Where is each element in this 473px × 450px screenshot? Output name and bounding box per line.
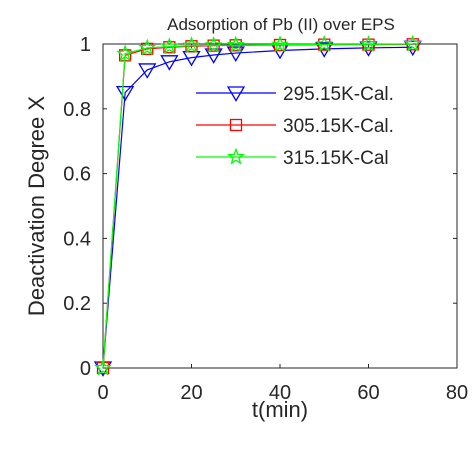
chart-title: Adsorption of Pb (II) over EPS (167, 15, 395, 34)
legend: 295.15K-Cal. 305.15K-Cal. 315.15K-Cal (196, 84, 394, 169)
x-tick-label: 80 (446, 382, 468, 404)
legend-marker (227, 147, 245, 165)
x-tick-label: 60 (357, 382, 379, 404)
series-2 (94, 34, 422, 376)
series-line (102, 43, 413, 369)
plot-area: 295.15K-Cal. 305.15K-Cal. 315.15K-Cal (93, 34, 458, 377)
y-axis-label: Deactivation Degree X (24, 96, 49, 316)
legend-entry: 295.15K-Cal. (196, 84, 394, 105)
data-point (271, 35, 289, 53)
legend-label: 295.15K-Cal. (283, 84, 394, 105)
y-tick-label: 0.6 (63, 164, 91, 186)
x-tick-label: 40 (269, 382, 291, 404)
x-axis-label: t(min) (252, 397, 308, 422)
y-tick-label: 0.4 (63, 228, 91, 250)
series-layer (93, 34, 422, 377)
y-tick-labels: 0 0.2 0.4 0.6 0.8 1 (63, 34, 91, 380)
y-tick-label: 0.8 (63, 99, 91, 121)
x-tick-label: 20 (180, 382, 202, 404)
legend-marker (229, 118, 243, 132)
x-tick-label: 0 (97, 382, 108, 404)
data-point (94, 358, 112, 376)
data-point (226, 46, 245, 62)
legend-label: 305.15K-Cal. (283, 116, 394, 137)
data-point (138, 63, 157, 79)
legend-entry: 315.15K-Cal (196, 147, 389, 169)
data-point (359, 34, 378, 52)
legend-marker (226, 86, 246, 102)
legend-label: 315.15K-Cal (283, 148, 389, 169)
y-tick-label: 0.2 (63, 293, 91, 315)
data-point (226, 35, 245, 53)
data-point (182, 36, 201, 54)
legend-entry: 305.15K-Cal. (196, 116, 394, 137)
x-tick-labels: 0 20 40 60 80 (97, 382, 468, 404)
data-point (403, 34, 422, 52)
series-line (102, 46, 413, 369)
data-point (116, 44, 135, 62)
y-tick-label: 0 (80, 358, 91, 380)
data-point (204, 35, 223, 53)
data-point (160, 37, 179, 55)
data-point (138, 38, 157, 56)
plot-frame (102, 43, 458, 369)
data-point (115, 85, 135, 102)
data-point (315, 34, 334, 52)
data-point (160, 55, 179, 71)
y-tick-label: 1 (80, 34, 91, 56)
